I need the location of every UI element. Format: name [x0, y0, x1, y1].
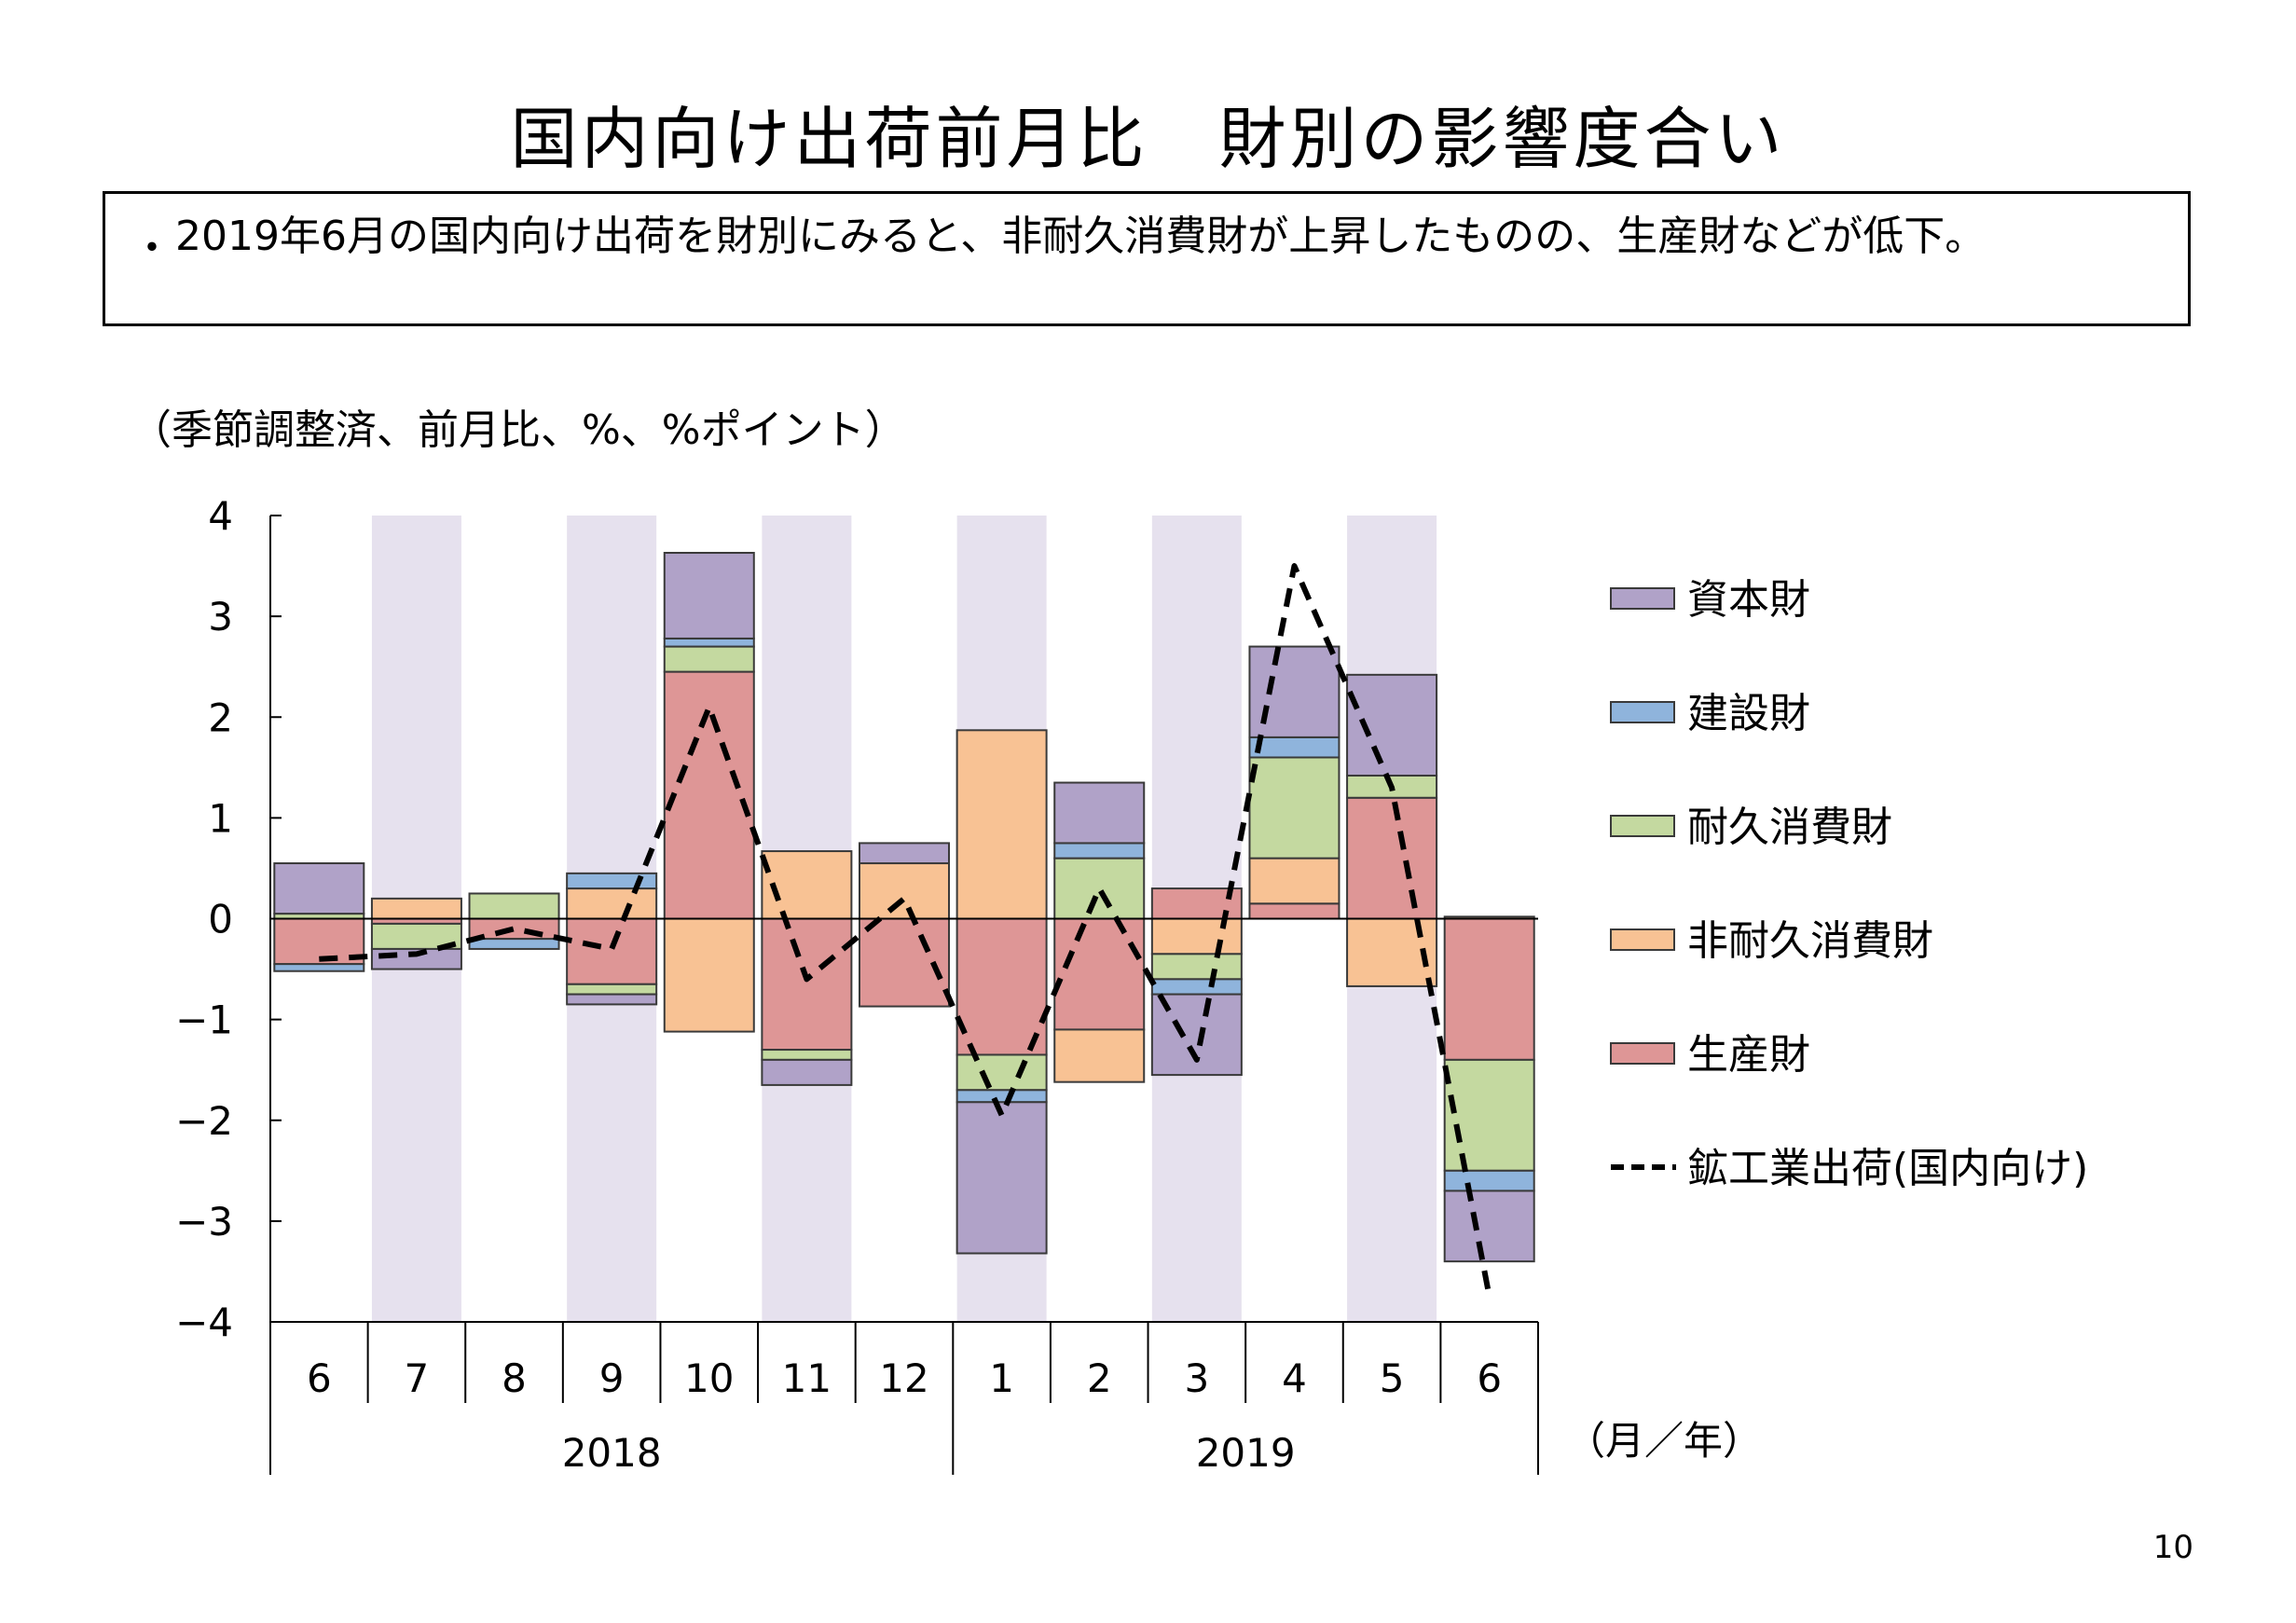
x-tick-label: 9	[599, 1355, 625, 1401]
bar-segment	[956, 1089, 1048, 1104]
bar-segment	[1248, 902, 1340, 920]
bar-segment	[1443, 917, 1535, 1061]
bar-segment	[370, 897, 462, 920]
bar-segment	[468, 938, 560, 950]
bar-segment	[956, 1053, 1048, 1092]
bar-segment	[1053, 917, 1146, 1031]
y-tick-label: −1	[175, 997, 233, 1043]
y-tick-label: 0	[208, 897, 233, 942]
units-label: （季節調整済、前月比、%、%ポイント）	[131, 406, 906, 454]
bar-segment	[663, 670, 755, 920]
bar-segment	[859, 842, 950, 865]
bar-segment	[1053, 1028, 1146, 1083]
bar-segment	[761, 917, 853, 1052]
line-industrial-shipments	[319, 563, 1492, 1298]
bar-segment	[1053, 857, 1146, 920]
bar-segment	[1053, 781, 1146, 845]
bar-segment	[468, 892, 560, 920]
legend-label: 資本財	[1687, 576, 1810, 624]
x-tick-label: 6	[1477, 1355, 1502, 1401]
y-tick-label: 4	[208, 493, 233, 539]
x-tick-label: 10	[684, 1355, 734, 1401]
bar-segment	[566, 917, 658, 985]
x-tick-label: 3	[1184, 1355, 1209, 1401]
legend-swatch	[1610, 928, 1675, 951]
bar-segment	[1150, 917, 1243, 956]
bar-segment	[566, 887, 658, 920]
x-tick-label: 4	[1282, 1355, 1307, 1401]
y-tick-label: −3	[175, 1199, 233, 1245]
x-unit-label: （月／年）	[1566, 1418, 1762, 1464]
legend-swatch	[1610, 701, 1675, 723]
x-tick-label: 8	[502, 1355, 527, 1401]
year-label: 2018	[562, 1430, 662, 1476]
legend-swatch	[1610, 587, 1675, 610]
x-tick-label: 7	[405, 1355, 430, 1401]
bar-segment	[1150, 887, 1243, 920]
bar-segment	[1248, 736, 1340, 759]
page-title: 国内向け出荷前月比 財別の影響度合い	[510, 100, 1786, 178]
page-number: 10	[2152, 1529, 2193, 1566]
legend-label: 鉱工業出荷(国内向け)	[1687, 1145, 2088, 1192]
bar-segment	[663, 552, 755, 640]
bar-segment	[956, 1101, 1048, 1255]
y-tick-label: 3	[208, 594, 233, 640]
x-tick-label: 1	[989, 1355, 1014, 1401]
bar-segment	[1346, 673, 1438, 777]
bar-segment	[566, 993, 658, 1006]
legend-label: 非耐久消費財	[1687, 917, 1933, 965]
bar-segment	[1150, 953, 1243, 981]
legend-label: 生産財	[1687, 1031, 1810, 1079]
legend-label: 耐久消費財	[1687, 804, 1892, 851]
bar-segment	[663, 637, 755, 648]
bar-segment	[663, 645, 755, 673]
bar-segment	[1443, 1190, 1535, 1263]
bar-segment	[1053, 842, 1146, 860]
bar-segment	[1248, 756, 1340, 860]
bar-segment	[1443, 1058, 1535, 1172]
legend-label: 建設財	[1687, 690, 1810, 737]
bar-segment	[273, 862, 365, 915]
y-tick-label: 1	[208, 795, 233, 841]
legend-swatch	[1610, 1042, 1675, 1065]
bar-segment	[761, 1049, 853, 1061]
x-tick-label: 6	[307, 1355, 332, 1401]
bar-segment	[761, 1058, 853, 1086]
bar-segment	[1443, 1169, 1535, 1192]
legend-swatch	[1610, 815, 1675, 837]
bar-segment	[1248, 857, 1340, 905]
year-label: 2019	[1196, 1430, 1296, 1476]
bar-segment	[566, 872, 658, 890]
summary-box: ・ 2019年6月の国内向け出荷を財別にみると、非耐久消費財が上昇したものの、生…	[103, 191, 2191, 326]
bar-segment	[1150, 978, 1243, 996]
x-tick-label: 5	[1380, 1355, 1405, 1401]
x-tick-label: 2	[1087, 1355, 1112, 1401]
bar-segment	[566, 983, 658, 996]
bar-segment	[1248, 645, 1340, 738]
x-tick-label: 12	[879, 1355, 928, 1401]
summary-text: 2019年6月の国内向け出荷を財別にみると、非耐久消費財が上昇したものの、生産財…	[175, 213, 1987, 260]
bar-segment	[761, 850, 853, 920]
bar-segment	[663, 917, 755, 1033]
y-tick-label: −4	[175, 1300, 233, 1345]
summary-bullet: ・	[131, 225, 172, 272]
bar-segment	[273, 963, 365, 972]
y-tick-label: 2	[208, 695, 233, 740]
x-tick-label: 11	[782, 1355, 832, 1401]
bar-segment	[956, 917, 1048, 1056]
y-tick-label: −2	[175, 1098, 233, 1144]
bar-segment	[956, 729, 1048, 920]
bar-segment	[1346, 796, 1438, 920]
bar-segment	[859, 862, 950, 920]
